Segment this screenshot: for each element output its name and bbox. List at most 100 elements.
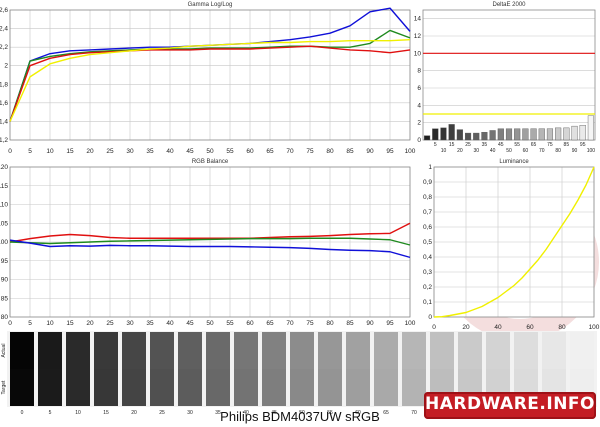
- y-tick-label: 0,4: [423, 254, 432, 261]
- grayscale-strip: 0510152025303540455055606570758085909510…: [1, 331, 597, 416]
- y-tick-label: 90: [1, 277, 9, 284]
- y-tick-label: 1,2: [0, 137, 8, 144]
- x-tick-label: 80: [326, 320, 334, 327]
- delta-bar: [579, 125, 586, 141]
- x-tick-label: 50: [506, 148, 512, 154]
- y-tick-label: 0,7: [423, 209, 432, 216]
- x-tick-label: 80: [558, 324, 566, 331]
- series-line-1: [9, 29, 411, 122]
- chart-caption: Philips BDM4037UW sRGB: [220, 409, 380, 424]
- x-tick-label: 65: [531, 142, 537, 148]
- delta-bar: [432, 128, 439, 141]
- y-tick-label: 8: [417, 68, 421, 75]
- delta-bar: [530, 128, 537, 141]
- delta-bar: [448, 124, 455, 141]
- swatch-actual: [402, 332, 426, 369]
- chart-panel-2: 80 85 90 95 100 105 110 115 120 0 5 10 15 20 25 30 35 40 4…: [0, 159, 416, 327]
- x-tick-label: 55: [514, 142, 520, 148]
- x-tick-label: 90: [572, 148, 578, 154]
- y-tick-label: 80: [1, 314, 9, 321]
- x-tick-label: 40: [494, 324, 502, 331]
- swatch-target: [10, 369, 34, 406]
- x-tick-label: 30: [473, 148, 479, 154]
- row-label-target: Target: [1, 380, 7, 395]
- x-tick-label: 20: [462, 324, 470, 331]
- swatch-label: 0: [21, 410, 24, 416]
- swatch-label: 20: [131, 410, 137, 416]
- x-tick-label: 85: [564, 142, 570, 148]
- x-tick-label: 35: [146, 148, 154, 155]
- y-tick-label: 10: [414, 50, 422, 57]
- delta-bar: [563, 127, 570, 141]
- x-tick-label: 20: [86, 320, 94, 327]
- x-tick-label: 15: [449, 142, 455, 148]
- x-tick-label: 70: [286, 320, 294, 327]
- x-tick-label: 100: [587, 148, 596, 154]
- delta-bar: [456, 129, 463, 141]
- swatch-actual: [10, 332, 34, 369]
- x-tick-label: 75: [306, 148, 314, 155]
- delta-bar: [538, 128, 545, 141]
- y-tick-label: 105: [0, 220, 8, 227]
- swatch-actual: [542, 332, 566, 369]
- delta-bar: [440, 127, 447, 141]
- y-tick-label: 1,4: [0, 118, 8, 125]
- y-tick-label: 1,6: [0, 100, 8, 107]
- chart-panel-0: 1,2 1,4 1,6 1,8 2 2,2 2,4 2,6 0 5 10 15 20 25 30 35 40 45…: [0, 2, 416, 155]
- x-tick-label: 0: [8, 320, 12, 327]
- x-tick-label: 40: [490, 148, 496, 154]
- x-tick-label: 0: [432, 324, 436, 331]
- y-tick-label: 95: [1, 258, 9, 265]
- x-tick-label: 40: [166, 320, 174, 327]
- x-tick-label: 60: [523, 148, 529, 154]
- swatch-target: [66, 369, 90, 406]
- y-tick-label: 85: [1, 295, 9, 302]
- swatch-label: 50: [299, 410, 305, 416]
- x-tick-label: 5: [434, 142, 437, 148]
- swatch-target: [150, 369, 174, 406]
- x-tick-label: 100: [589, 324, 600, 331]
- y-tick-label: 100: [0, 239, 8, 246]
- x-tick-label: 55: [226, 320, 234, 327]
- swatch-label: 5: [49, 410, 52, 416]
- swatch-target: [374, 369, 398, 406]
- delta-bar: [587, 115, 594, 141]
- y-tick-label: 1: [428, 164, 432, 171]
- y-tick-label: 2,4: [0, 26, 8, 33]
- x-tick-label: 95: [580, 142, 586, 148]
- swatch-actual: [486, 332, 510, 369]
- swatch-label: 60: [355, 410, 361, 416]
- swatch-actual: [150, 332, 174, 369]
- series-line-2: [9, 45, 411, 122]
- x-tick-label: 20: [86, 148, 94, 155]
- x-tick-label: 15: [66, 320, 74, 327]
- x-tick-label: 20: [457, 148, 463, 154]
- delta-bar: [514, 128, 521, 141]
- y-tick-label: 0,2: [423, 284, 432, 291]
- x-tick-label: 40: [166, 148, 174, 155]
- plot-area: [423, 10, 595, 140]
- series-line-0: [9, 222, 411, 243]
- delta-bar: [464, 132, 472, 141]
- chart-panel-3: 0 0,1 0,2 0,3 0,4 0,5 0,6 0,7 0,8 0,9 1 0 20 40 60 80 10…: [423, 159, 600, 331]
- y-tick-label: 2,2: [0, 44, 8, 51]
- delta-bar: [555, 127, 562, 141]
- delta-bar: [489, 130, 496, 141]
- y-tick-label: 110: [0, 202, 8, 209]
- x-tick-label: 75: [547, 142, 553, 148]
- x-tick-label: 65: [266, 148, 274, 155]
- hardware-info-logo: HARDWARE.INFO: [424, 392, 596, 419]
- series-line-1: [9, 237, 411, 246]
- x-tick-label: 25: [106, 320, 114, 327]
- swatch-label: 65: [383, 410, 389, 416]
- x-tick-label: 80: [555, 148, 561, 154]
- swatch-target: [402, 369, 426, 406]
- x-tick-label: 45: [498, 142, 504, 148]
- y-tick-label: 120: [0, 164, 8, 171]
- x-tick-label: 45: [186, 320, 194, 327]
- delta-bar: [473, 132, 480, 141]
- swatch-target: [346, 369, 370, 406]
- swatch-actual: [430, 332, 454, 369]
- swatch-target: [234, 369, 258, 406]
